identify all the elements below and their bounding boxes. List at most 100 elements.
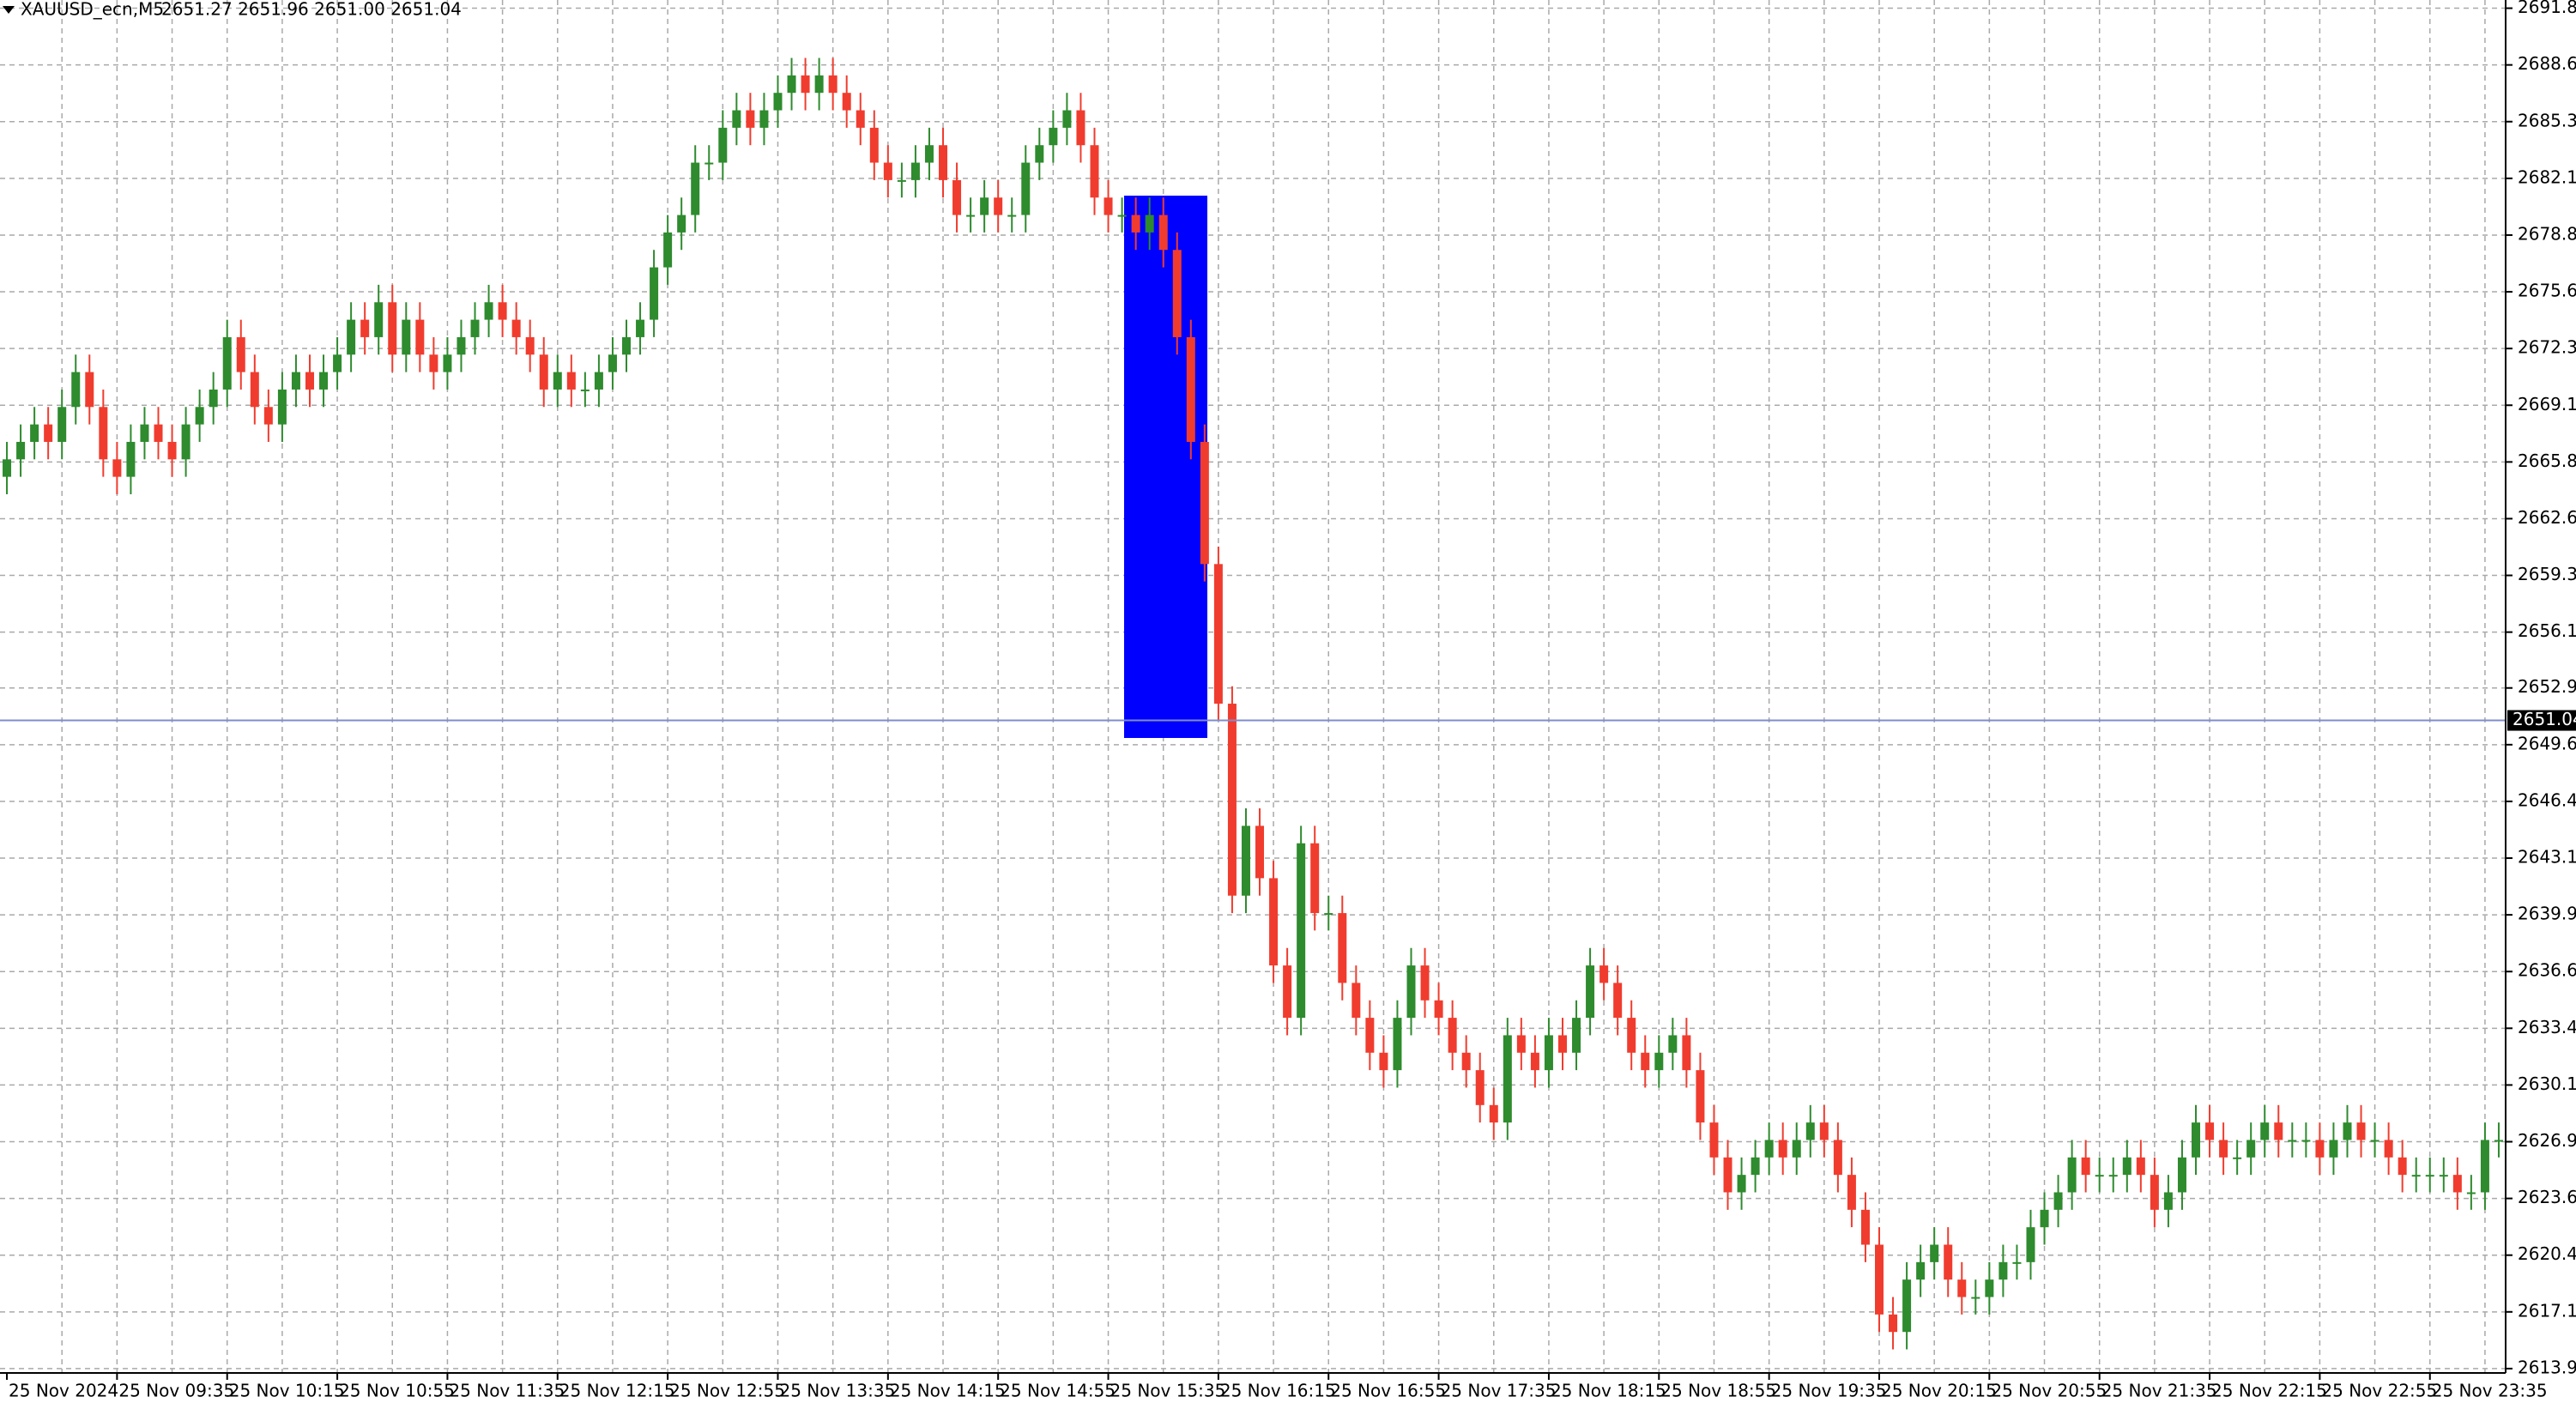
y-tick-label: 2659.35	[2518, 564, 2576, 584]
candle-body	[1916, 1261, 1926, 1280]
candle-body	[1847, 1175, 1856, 1210]
candle-body	[1338, 913, 1347, 983]
candle-body	[1379, 1052, 1388, 1071]
candle-body	[2095, 1175, 2104, 1177]
x-tick-label: 25 Nov 09:35	[118, 1381, 234, 1401]
candle-body	[1406, 965, 1416, 1019]
chart-title: XAUUSD_ecn,M5	[21, 0, 164, 20]
candle-body	[1557, 1035, 1567, 1053]
ohlc-info: 2651.27 2651.96 2651.00 2651.04	[161, 0, 462, 20]
candle-body	[759, 110, 769, 128]
y-tick-label: 2688.60	[2518, 53, 2576, 74]
candle-body	[1227, 704, 1237, 896]
candle-body	[1131, 215, 1140, 233]
candle-body	[1833, 1140, 1842, 1176]
candle-body	[1213, 564, 1223, 704]
candle-body	[498, 302, 507, 320]
candle-body	[2108, 1175, 2118, 1177]
y-tick-label: 2643.15	[2518, 847, 2576, 868]
candle-body	[1420, 965, 1430, 1001]
y-tick-label: 2623.65	[2518, 1187, 2576, 1207]
candle-body	[1324, 913, 1333, 916]
candle-body	[1682, 1035, 1691, 1071]
candle-body	[1269, 878, 1279, 966]
candle-body	[250, 372, 259, 408]
candle-body	[1819, 1122, 1829, 1140]
candle-body	[1875, 1244, 1884, 1315]
candle-body	[1475, 1070, 1485, 1105]
candle-body	[2384, 1140, 2393, 1158]
candle-body	[415, 319, 425, 355]
candle-body	[1310, 843, 1320, 914]
candle-body	[263, 407, 273, 425]
candle-body	[2466, 1192, 2476, 1194]
candle-body	[2163, 1192, 2173, 1210]
candle-body	[181, 424, 190, 460]
y-tick-label: 2669.10	[2518, 394, 2576, 414]
y-tick-label: 2691.85	[2518, 0, 2576, 17]
candle-body	[1172, 250, 1182, 337]
candle-body	[1971, 1297, 1980, 1299]
y-tick-label: 2652.90	[2518, 676, 2576, 697]
candle-body	[1448, 1018, 1457, 1053]
candle-body	[1999, 1261, 2008, 1280]
x-tick-label: 25 Nov 14:55	[1000, 1381, 1116, 1401]
x-tick-label: 25 Nov 20:55	[1991, 1381, 2107, 1401]
x-tick-label: 25 Nov 15:35	[1110, 1381, 1226, 1401]
candle-body	[2067, 1157, 2077, 1193]
y-tick-label: 2639.90	[2518, 904, 2576, 924]
candle-body	[2480, 1140, 2489, 1193]
candle-body	[2398, 1157, 2407, 1176]
candle-body	[347, 319, 356, 355]
y-tick-label: 2675.60	[2518, 281, 2576, 301]
candle-body	[305, 372, 314, 390]
candle-body	[980, 197, 989, 215]
candle-body	[1049, 127, 1058, 146]
candle-body	[1586, 965, 1595, 1019]
candle-body	[994, 197, 1003, 215]
x-tick-label: 25 Nov 18:15	[1551, 1381, 1666, 1401]
candle-body	[1076, 110, 1085, 146]
candle-body	[952, 179, 962, 215]
candle-body	[883, 162, 892, 180]
candle-body	[112, 459, 122, 477]
candle-body	[154, 424, 163, 442]
y-tick-label: 2682.10	[2518, 166, 2576, 187]
candle-body	[1393, 1018, 1402, 1071]
candle-body	[2136, 1157, 2145, 1176]
candle-body	[2150, 1175, 2159, 1210]
x-tick-label: 25 Nov 21:35	[2101, 1381, 2217, 1401]
candle-body	[2026, 1227, 2035, 1262]
x-tick-label: 25 Nov 22:15	[2211, 1381, 2327, 1401]
candle-body	[842, 93, 851, 111]
candle-body	[2040, 1209, 2049, 1228]
candle-body	[1627, 1018, 1636, 1053]
candle-body	[388, 302, 397, 355]
candle-body	[1241, 825, 1250, 896]
candle-body	[1186, 336, 1195, 442]
candle-body	[897, 179, 906, 182]
last-price-box	[2507, 710, 2576, 731]
candle-body	[787, 75, 796, 94]
candle-body	[718, 127, 728, 163]
candle-body	[2356, 1122, 2366, 1140]
candle-body	[443, 354, 452, 372]
candle-body	[2205, 1122, 2215, 1140]
x-tick-label: 25 Nov 13:35	[779, 1381, 895, 1401]
candle-body	[2494, 1140, 2503, 1142]
candle-body	[1090, 145, 1099, 198]
candle-body	[126, 441, 136, 477]
candle-body	[2192, 1122, 2201, 1158]
candle-body	[1889, 1314, 1898, 1333]
x-tick-label: 25 Nov 20:15	[1881, 1381, 1997, 1401]
candle-body	[167, 441, 177, 460]
candle-body	[16, 441, 26, 460]
candle-body	[1035, 145, 1044, 163]
candle-body	[1737, 1175, 1746, 1193]
candle-body	[1599, 965, 1609, 983]
x-tick-label: 25 Nov 22:55	[2321, 1381, 2437, 1401]
candle-body	[1668, 1035, 1678, 1053]
candle-body	[44, 424, 53, 442]
y-tick-label: 2626.90	[2518, 1130, 2576, 1151]
